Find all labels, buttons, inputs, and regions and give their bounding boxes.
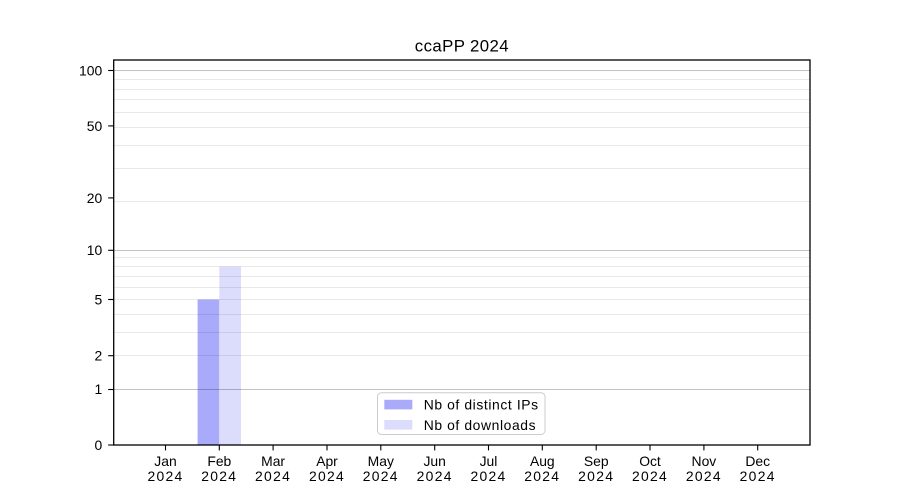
svg-text:Feb: Feb	[207, 453, 231, 469]
svg-text:50: 50	[87, 118, 103, 134]
svg-text:2024: 2024	[578, 468, 614, 484]
svg-text:Mar: Mar	[261, 453, 285, 469]
svg-text:Nov: Nov	[692, 453, 717, 469]
svg-text:Jun: Jun	[423, 453, 445, 469]
svg-text:100: 100	[79, 62, 102, 78]
svg-text:Aug: Aug	[530, 453, 555, 469]
svg-text:Jan: Jan	[154, 453, 176, 469]
svg-text:2024: 2024	[363, 468, 399, 484]
svg-text:5: 5	[94, 291, 102, 307]
svg-text:2024: 2024	[686, 468, 722, 484]
svg-text:2: 2	[94, 348, 102, 364]
svg-text:Sep: Sep	[584, 453, 609, 469]
svg-text:20: 20	[87, 190, 103, 206]
svg-text:0: 0	[94, 437, 102, 453]
svg-text:2024: 2024	[524, 468, 560, 484]
svg-text:2024: 2024	[740, 468, 776, 484]
svg-text:2024: 2024	[470, 468, 506, 484]
svg-text:2024: 2024	[417, 468, 453, 484]
svg-text:2024: 2024	[255, 468, 291, 484]
svg-text:1: 1	[94, 381, 102, 397]
svg-text:2024: 2024	[147, 468, 183, 484]
svg-text:Oct: Oct	[639, 453, 661, 469]
svg-text:Jul: Jul	[480, 453, 498, 469]
svg-text:2024: 2024	[309, 468, 345, 484]
svg-text:10: 10	[87, 242, 103, 258]
svg-text:2024: 2024	[632, 468, 668, 484]
svg-text:Nb of distinct IPs: Nb of distinct IPs	[424, 397, 539, 413]
svg-text:Apr: Apr	[316, 453, 338, 469]
svg-text:May: May	[368, 453, 394, 469]
svg-text:Nb of downloads: Nb of downloads	[424, 417, 536, 433]
svg-text:Dec: Dec	[745, 453, 770, 469]
svg-text:ccaPP 2024: ccaPP 2024	[415, 37, 509, 56]
svg-text:2024: 2024	[201, 468, 237, 484]
